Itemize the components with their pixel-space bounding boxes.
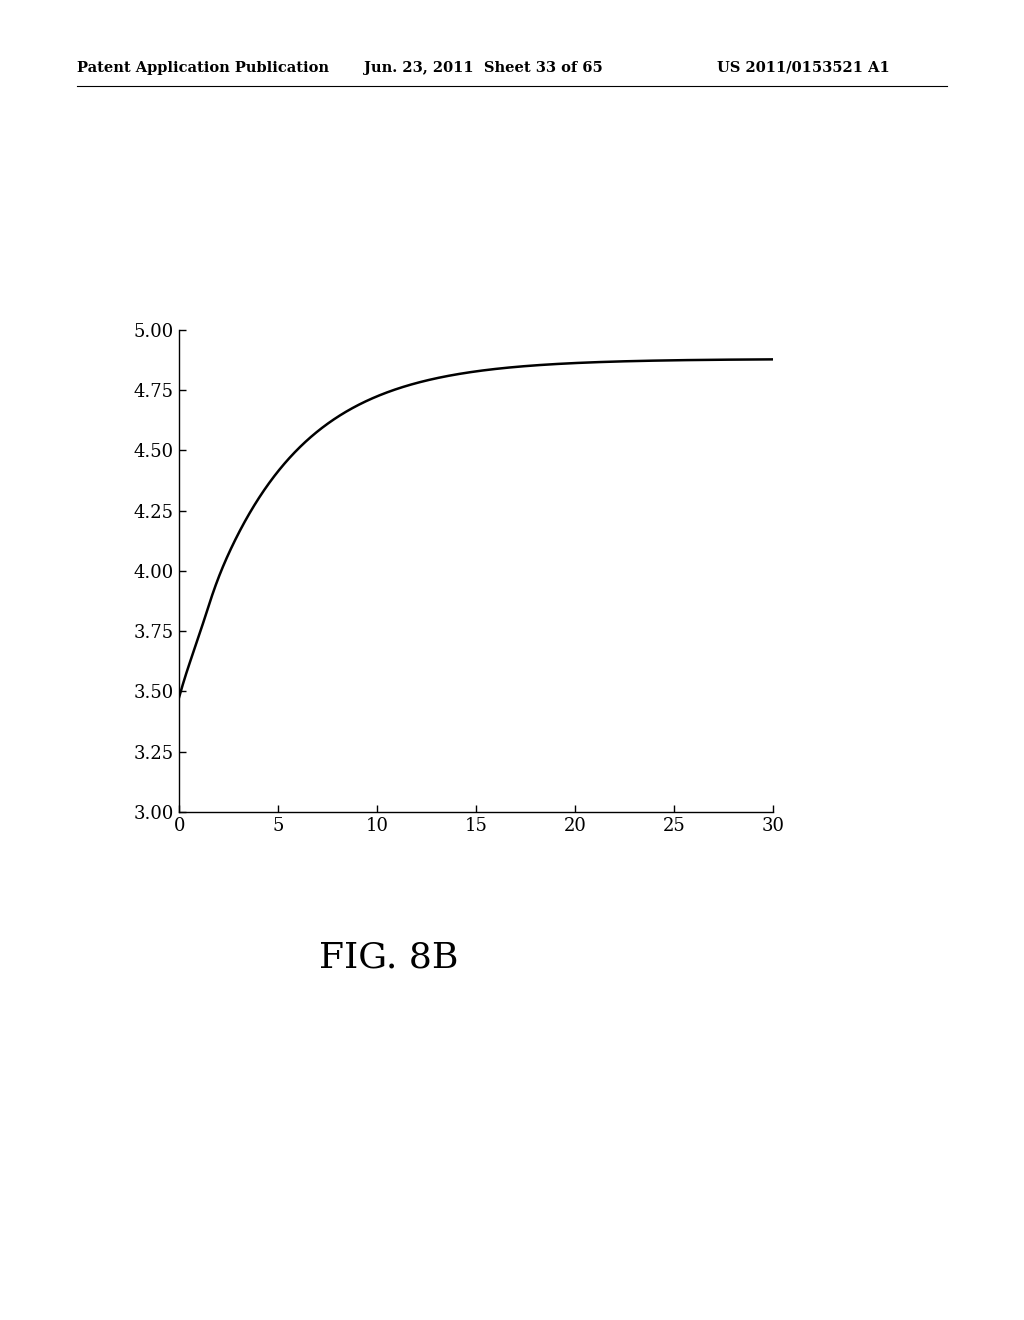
Text: US 2011/0153521 A1: US 2011/0153521 A1 [717,61,890,75]
Text: Jun. 23, 2011  Sheet 33 of 65: Jun. 23, 2011 Sheet 33 of 65 [364,61,602,75]
Text: FIG. 8B: FIG. 8B [319,940,459,974]
Text: Patent Application Publication: Patent Application Publication [77,61,329,75]
